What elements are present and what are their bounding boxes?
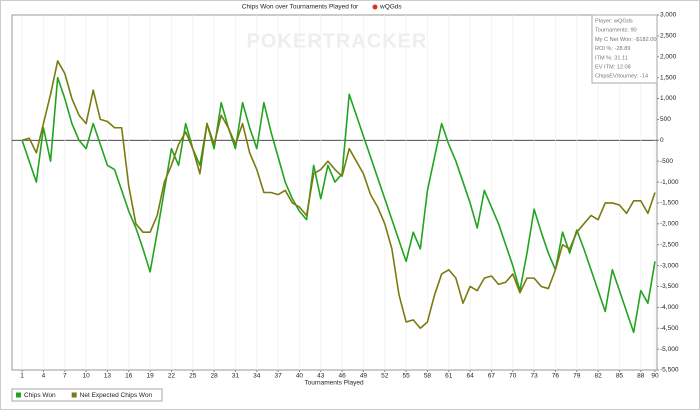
info-line: ROI %: -28.89 [595, 46, 630, 52]
x-tick-label: 79 [573, 373, 581, 380]
y-tick-label: 1,000 [660, 95, 677, 102]
x-tick-label: 82 [594, 373, 602, 380]
info-line: ITM %: 31.11 [595, 55, 628, 61]
y-tick-label: 2,000 [660, 53, 677, 60]
x-tick-label: 37 [274, 373, 282, 380]
x-tick-label: 7 [63, 373, 67, 380]
x-tick-label: 1 [20, 373, 24, 380]
x-tick-label: 34 [253, 373, 261, 380]
x-tick-label: 58 [424, 373, 432, 380]
plot-frame [11, 14, 658, 371]
x-tick-label: 22 [168, 373, 176, 380]
x-tick-label: 16 [125, 373, 133, 380]
x-tick-label: 73 [530, 373, 538, 380]
legend-label: Chips Won [24, 392, 56, 399]
x-tick-label: 90 [651, 373, 659, 380]
watermark: POKERTRACKER [247, 30, 428, 52]
legend-swatch [71, 392, 77, 398]
y-tick-label: 2,500 [660, 33, 677, 40]
x-axis-label: Tournaments Played [304, 380, 364, 387]
y-tick-label: 500 [660, 116, 671, 123]
y-tick-label: -2,000 [660, 221, 679, 228]
legend-label: Net Expected Chips Won [80, 392, 153, 399]
x-tick-label: 88 [637, 373, 645, 380]
y-tick-label: 1,500 [660, 74, 677, 81]
legend: Chips Won Net Expected Chips Won [16, 392, 153, 399]
info-box [591, 14, 658, 84]
x-tick-label: 49 [360, 373, 368, 380]
info-line: Player: wQGds [595, 18, 633, 24]
info-line: My C Net Won: -$182.00 [595, 37, 656, 43]
y-tick-label: -2,500 [660, 241, 679, 248]
x-tick-label: 46 [338, 373, 346, 380]
chart-title: Chips Won over Tournaments Played for [242, 4, 359, 11]
x-tick-label: 10 [82, 373, 90, 380]
y-tick-label: -4,500 [660, 325, 679, 332]
x-tick-label: 4 [42, 373, 46, 380]
info-line: Tournaments: 90 [595, 28, 637, 34]
x-tick-label: 70 [509, 373, 517, 380]
y-tick-label: -3,000 [660, 262, 679, 269]
x-tick-label: 67 [488, 373, 496, 380]
x-tick-label: 55 [402, 373, 410, 380]
x-tick-label: 40 [296, 373, 304, 380]
x-tick-label: 43 [317, 373, 325, 380]
x-tick-label: 52 [381, 373, 389, 380]
x-tick-label: 76 [552, 373, 560, 380]
y-tick-label: -5,500 [660, 367, 679, 374]
y-tick-label: 0 [660, 137, 664, 144]
player-icon [372, 4, 378, 10]
player-name: wQGds [379, 4, 402, 11]
x-tick-label: 28 [210, 373, 218, 380]
x-tick-label: 64 [466, 373, 474, 380]
y-tick-label: -4,000 [660, 304, 679, 311]
x-tick-label: 25 [189, 373, 197, 380]
y-tick-label: -3,500 [660, 283, 679, 290]
series-line [21, 60, 656, 330]
info-line: EV ITM: 12.08 [595, 64, 631, 70]
info-line: ChipsEV/tourney: -14 [595, 74, 648, 80]
y-tick-label: -5,000 [660, 346, 679, 353]
y-tick-label: -1,000 [660, 179, 679, 186]
y-tick-label: 3,000 [660, 12, 677, 19]
grid: 3,000 2,500 2,000 1,500 1,000 500 0 -500 -1,000 -… [12, 12, 679, 380]
legend-swatch [16, 392, 21, 398]
legend-box [11, 388, 163, 402]
x-tick-label: 19 [146, 373, 154, 380]
x-tick-label: 13 [104, 373, 112, 380]
series-line [21, 76, 656, 334]
x-tick-label: 31 [232, 373, 240, 380]
y-tick-label: -1,500 [660, 200, 679, 207]
y-tick-label: -500 [660, 158, 673, 165]
lines [21, 60, 656, 334]
info: Player: wQGds Tournaments: 90 My C Net Won… [595, 18, 656, 79]
x-tick-label: 85 [616, 373, 624, 380]
x-tick-label: 61 [445, 373, 453, 380]
